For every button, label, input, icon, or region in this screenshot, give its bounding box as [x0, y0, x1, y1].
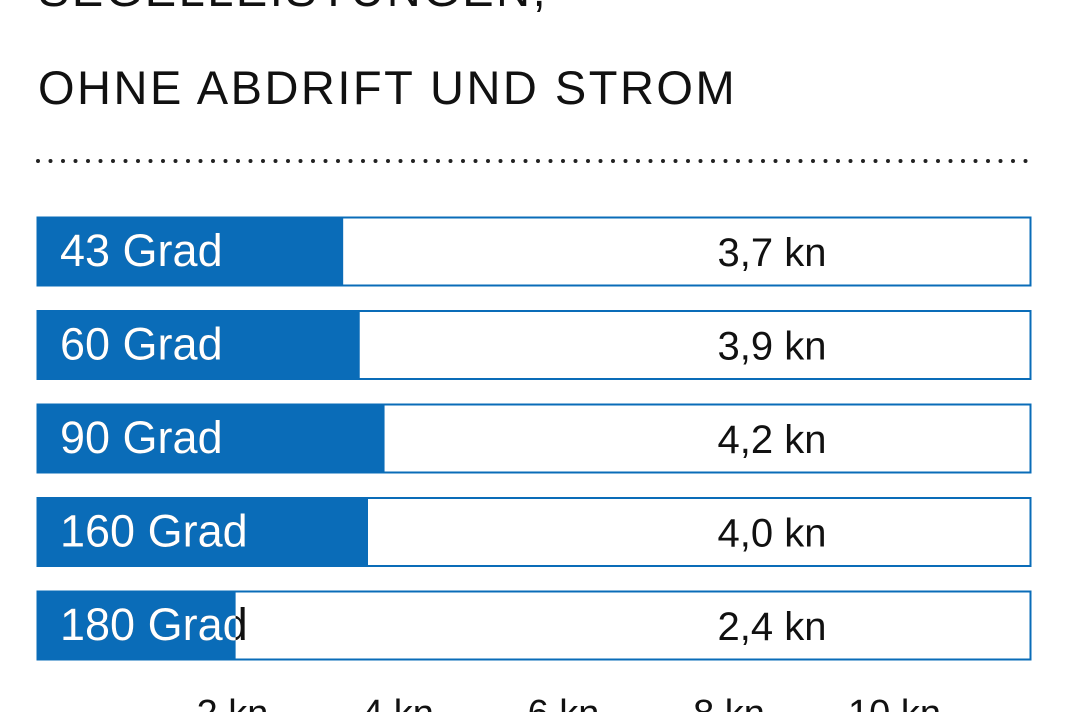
category-label: 90 Grad	[60, 412, 223, 463]
value-label: 4,0 kn	[718, 512, 827, 556]
bar	[37, 217, 344, 286]
category-label: 43 Grad	[60, 225, 223, 276]
bar	[37, 310, 360, 380]
bar	[37, 404, 385, 473]
category-label: 90 Grad	[60, 412, 223, 463]
bar	[37, 497, 368, 567]
bar	[37, 591, 236, 660]
category-label: 60 Grad	[60, 319, 223, 370]
x-tick-label: 8 kn	[693, 693, 765, 712]
x-tick-label: 6 kn	[528, 693, 600, 712]
category-label: 180 Grad	[60, 599, 248, 650]
chart-title: SEGELLEISTUNGEN,	[38, 0, 548, 16]
value-label: 3,9 kn	[718, 325, 827, 369]
value-label: 2,4 kn	[718, 605, 827, 649]
value-label: 3,7 kn	[718, 231, 827, 275]
category-label: 43 Grad	[60, 225, 223, 276]
value-label: 4,2 kn	[718, 418, 827, 462]
category-label: 160 Grad	[60, 506, 248, 557]
category-label: 160 Grad	[60, 506, 248, 557]
x-tick-label: 2 kn	[197, 693, 269, 712]
x-tick-label: 10 kn	[848, 693, 941, 712]
category-label: 180 Grad	[60, 599, 248, 650]
x-tick-label: 4 kn	[362, 693, 434, 712]
category-label: 60 Grad	[60, 319, 223, 370]
chart-title: OHNE ABDRIFT UND STROM	[38, 61, 737, 114]
